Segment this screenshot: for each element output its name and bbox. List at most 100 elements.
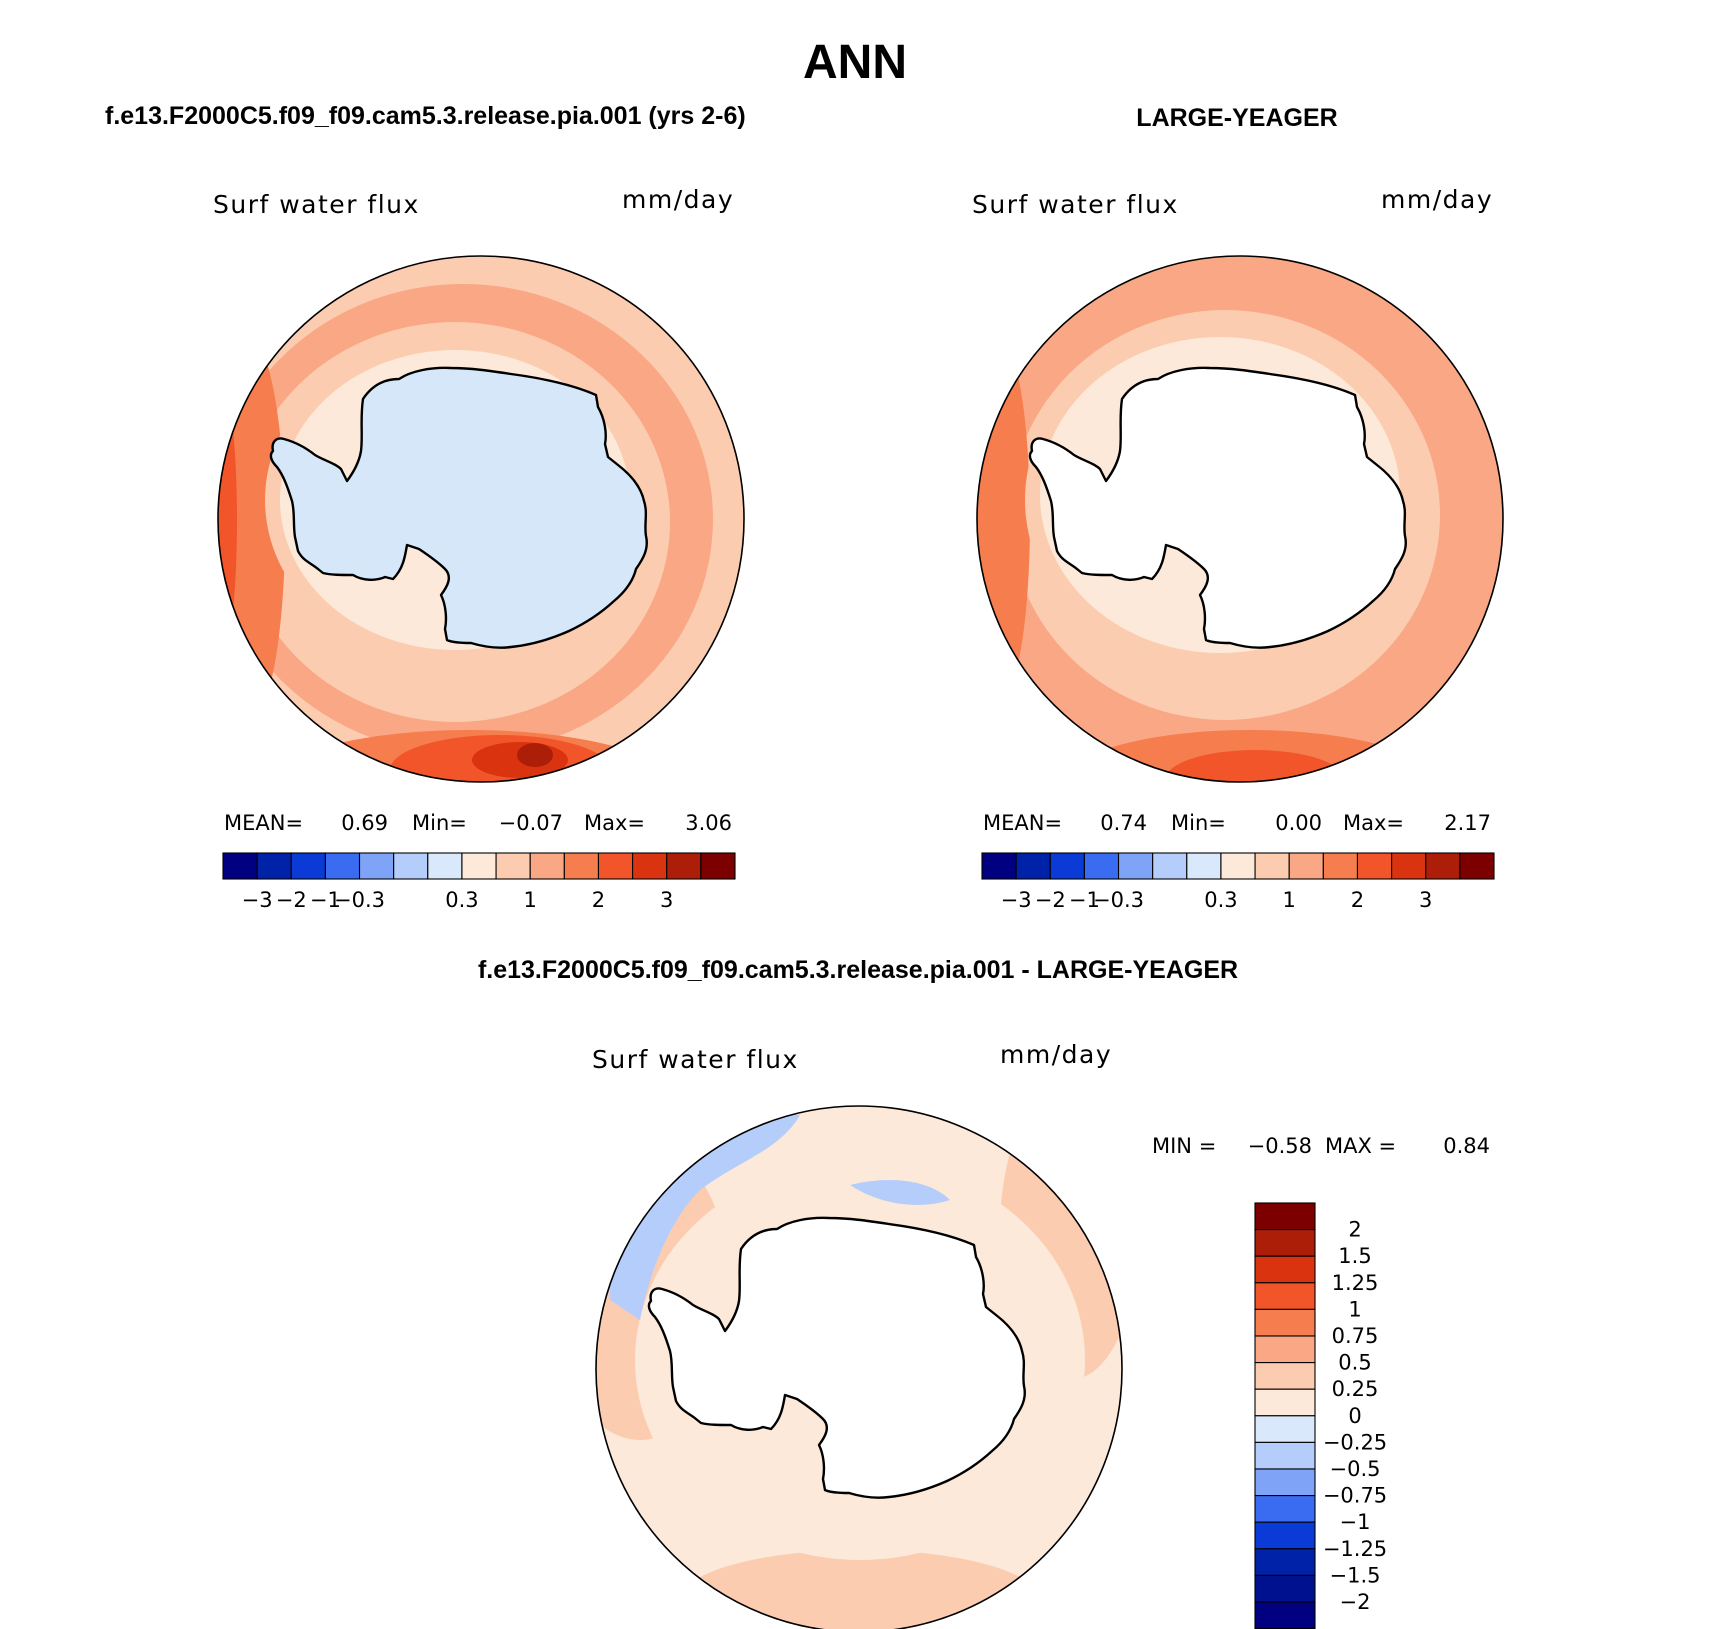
- ocean-band-3: [977, 340, 1030, 700]
- colorbar-box: [427, 852, 463, 880]
- panel-obs-max-label: Max=: [1343, 811, 1404, 835]
- colorbar-box: [632, 852, 668, 880]
- colorbar-tick-label: −0.25: [1323, 1430, 1387, 1454]
- colorbar-tick-label: 2: [1348, 1218, 1361, 1242]
- colorbar-box: [1220, 852, 1256, 880]
- colorbar-box: [1254, 1548, 1316, 1576]
- panel-model-max: 3.06: [685, 811, 732, 835]
- colorbar-box: [1015, 852, 1051, 880]
- negative-patch-2: [850, 1180, 950, 1205]
- panel-model-map: [218, 256, 744, 782]
- colorbar-tick-label: −0.3: [1093, 888, 1144, 912]
- colorbar-box: [1322, 852, 1359, 880]
- panel-model-max-label: Max=: [584, 811, 645, 835]
- colorbar-tick-label: −2: [276, 888, 307, 912]
- colorbar-tick-label: 1.5: [1338, 1244, 1371, 1268]
- panel-obs-map: [977, 256, 1503, 782]
- colorbar-tick-label: −1: [1340, 1510, 1371, 1534]
- colorbar-box: [1254, 1521, 1316, 1550]
- colorbar-box: [1117, 852, 1154, 880]
- colorbar-box: [1254, 1468, 1316, 1497]
- colorbar-box: [1254, 1282, 1316, 1310]
- colorbar-tick-label: 1: [524, 888, 537, 912]
- colorbar-tick-label: 1.25: [1332, 1271, 1379, 1295]
- colorbar-tick-label: −0.75: [1323, 1484, 1387, 1508]
- colorbar-box: [290, 852, 326, 880]
- panel-diff-left-string: Surf water flux: [592, 1045, 799, 1074]
- colorbar-box: [1254, 1495, 1316, 1523]
- colorbar-box: [1254, 1388, 1316, 1417]
- panel-diff-min: −0.58: [1248, 1134, 1312, 1158]
- colorbar-box: [324, 852, 361, 880]
- colorbar-box: [1254, 1574, 1316, 1603]
- colorbar-tick-label: 2: [592, 888, 605, 912]
- colorbar-tick-label: 3: [660, 888, 673, 912]
- panel-obs-min: 0.00: [1275, 811, 1322, 835]
- colorbar-box: [700, 852, 736, 880]
- colorbar-box: [1254, 1415, 1316, 1443]
- panel-obs-max: 2.17: [1444, 811, 1491, 835]
- panel-obs-map-border: [976, 255, 1504, 783]
- colorbar-tick-label: −0.3: [334, 888, 385, 912]
- colorbar-box: [1254, 1335, 1316, 1364]
- panel-obs-mean: 0.74: [1100, 811, 1147, 835]
- panel-diff-colorbar: 21.5 1.251 0.75 0.50.25 0−0.25 −0.5 −0.75−1 −1.…: [1254, 1202, 1387, 1629]
- colorbar-box: [358, 852, 395, 880]
- colorbar-box: [1254, 852, 1290, 880]
- panel-model-min: −0.07: [499, 811, 563, 835]
- ocean-band-4: [1060, 730, 1440, 782]
- colorbar-box: [1186, 852, 1222, 880]
- panel-diff-max: 0.84: [1443, 1134, 1490, 1158]
- colorbar-tick-label: −1: [1069, 888, 1100, 912]
- colorbar-tick-label: 0.5: [1338, 1351, 1371, 1375]
- colorbar-tick-label: 0.3: [1204, 888, 1237, 912]
- panel-obs-title: LARGE-YEAGER: [1136, 104, 1337, 132]
- colorbar-box: [1152, 852, 1188, 880]
- colorbar-box: [1356, 852, 1393, 880]
- panel-model-map-border: [217, 255, 745, 783]
- colorbar-tick-label: −2: [1035, 888, 1066, 912]
- panel-model-colorbar: −3 −2 −1−0.3 0.3 1 2 3: [222, 852, 736, 912]
- colorbar-box: [1254, 1441, 1316, 1470]
- colorbar-tick-label: −1: [310, 888, 341, 912]
- panel-model-mean: 0.69: [341, 811, 388, 835]
- colorbar-tick-label: 0: [1348, 1404, 1361, 1428]
- colorbar-box: [393, 852, 429, 880]
- colorbar-box: [563, 852, 600, 880]
- colorbar-tick-label: −3: [242, 888, 273, 912]
- colorbar-box: [1254, 1229, 1316, 1257]
- colorbar-tick-label: −0.5: [1330, 1457, 1381, 1481]
- panel-obs-units: mm/day: [1381, 185, 1493, 214]
- panel-diff-min-label: MIN =: [1152, 1134, 1216, 1158]
- panel-diff-map-border: [595, 1105, 1123, 1629]
- ocean-band-5: [1165, 750, 1345, 782]
- panel-diff: f.e13.F2000C5.f09_f09.cam5.3.release.pia…: [478, 956, 1490, 1629]
- colorbar-tick-label: 1: [1283, 888, 1296, 912]
- colorbar-tick-label: 1: [1348, 1297, 1361, 1321]
- colorbar-box: [981, 852, 1017, 880]
- colorbar-box: [529, 852, 565, 880]
- panel-obs-left-string: Surf water flux: [972, 190, 1179, 219]
- panel-diff-title: f.e13.F2000C5.f09_f09.cam5.3.release.pia…: [478, 956, 1238, 984]
- colorbar-box: [1254, 1601, 1316, 1629]
- page-title: ANN: [803, 36, 907, 89]
- panel-obs: LARGE-YEAGER Surf water flux mm/day MEAN…: [972, 104, 1504, 912]
- colorbar-box: [256, 852, 292, 880]
- panel-diff-units: mm/day: [1000, 1040, 1112, 1069]
- ocean-pool: [517, 743, 553, 767]
- panel-model: f.e13.F2000C5.f09_f09.cam5.3.release.pia…: [105, 102, 746, 912]
- panel-model-left-string: Surf water flux: [213, 190, 420, 219]
- colorbar-box: [1254, 1255, 1316, 1284]
- colorbar-tick-label: −1.5: [1330, 1563, 1381, 1587]
- colorbar-box: [1425, 852, 1461, 880]
- colorbar-tick-label: −3: [1001, 888, 1032, 912]
- panel-model-title: f.e13.F2000C5.f09_f09.cam5.3.release.pia…: [105, 102, 746, 130]
- colorbar-box: [597, 852, 634, 880]
- colorbar-tick-label: 2: [1351, 888, 1364, 912]
- panel-diff-map: [596, 1106, 1122, 1629]
- panel-model-units: mm/day: [622, 185, 734, 214]
- panel-obs-mean-label: MEAN=: [983, 811, 1062, 835]
- colorbar-box: [666, 852, 702, 880]
- colorbar-box: [1049, 852, 1085, 880]
